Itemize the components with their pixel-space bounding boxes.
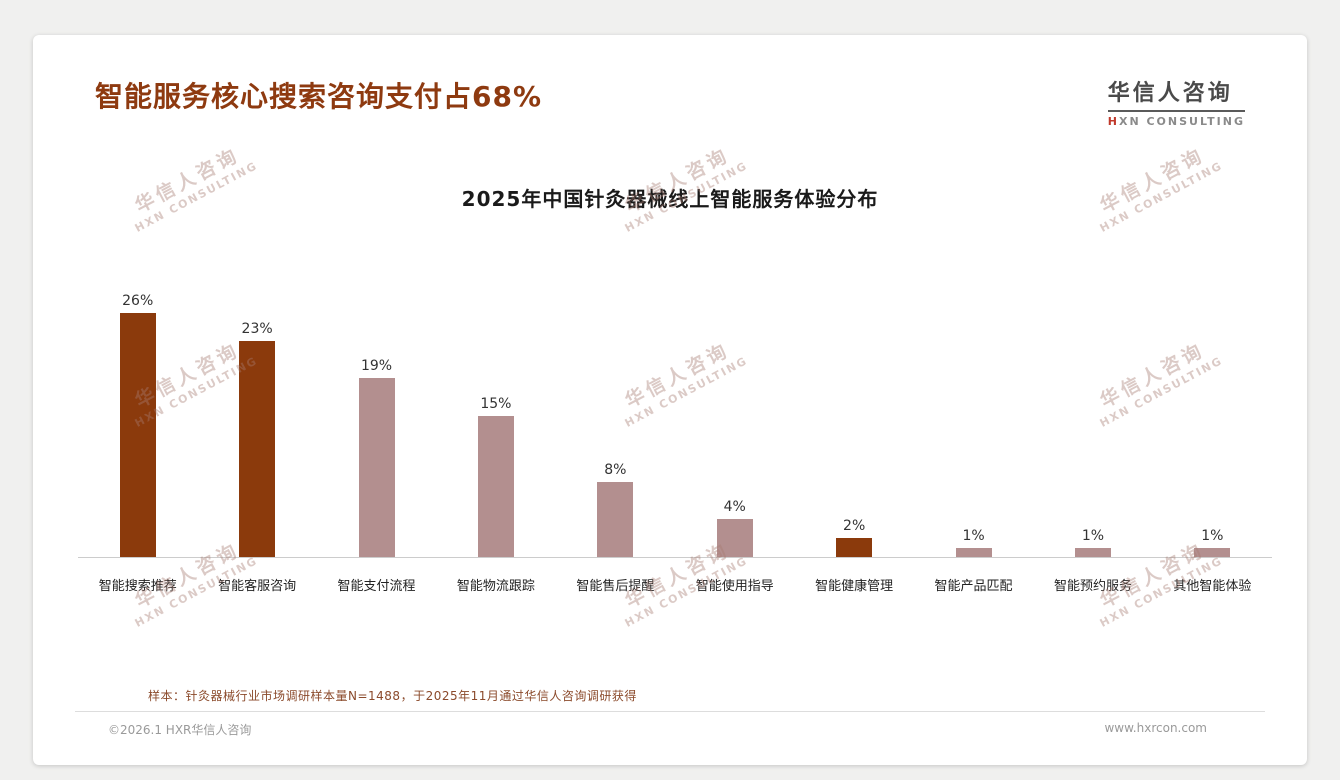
bar-column: 26% [78, 285, 197, 557]
bar-value-label: 19% [360, 358, 393, 375]
footer: ©2026.1 HXR华信人咨询 www.hxrcon.com [108, 721, 1207, 738]
slide-card: 智能服务核心搜索咨询支付占68% 华信人咨询 HXN CONSULTING 20… [33, 35, 1307, 765]
bar-value-label: 1% [1081, 527, 1105, 544]
bar-chart: 26% 23% 19% 15% 8% 4% 2% 1% 1% 1% [78, 285, 1272, 558]
category-label: 智能产品匹配 [934, 579, 1013, 594]
bar [239, 340, 276, 557]
bar-column: 15% [436, 285, 555, 557]
bar-column: 1% [1153, 285, 1272, 557]
category-label: 智能客服咨询 [218, 579, 297, 594]
page-title: 智能服务核心搜索咨询支付占68% [95, 80, 543, 113]
bar-column: 2% [794, 285, 913, 557]
category-label: 智能物流跟踪 [456, 579, 535, 594]
bar-column: 19% [317, 285, 436, 557]
logo-english-text: HXN CONSULTING [1108, 115, 1245, 128]
bar [597, 481, 634, 557]
chart-title: 2025年中国针灸器械线上智能服务体验分布 [461, 187, 879, 211]
bar [1194, 547, 1231, 557]
category-label: 智能支付流程 [337, 579, 416, 594]
category-label: 智能健康管理 [815, 579, 894, 594]
footer-copyright: ©2026.1 HXR华信人咨询 [108, 723, 252, 737]
bar-value-label: 26% [122, 292, 154, 309]
category-label: 智能预约服务 [1053, 579, 1132, 594]
company-logo: 华信人咨询 HXN CONSULTING [1107, 75, 1245, 128]
logo-english-rest: XN CONSULTING [1118, 115, 1245, 128]
footer-website: www.hxrcon.com [1104, 721, 1207, 735]
category-axis-labels: 智能搜索推荐 智能客服咨询 智能支付流程 智能物流跟踪 智能售后提醒 智能使用指导 智能健康… [78, 565, 1272, 594]
bar-value-label: 23% [241, 320, 273, 337]
bar-column: 23% [197, 285, 316, 557]
bar-value-label: 15% [480, 396, 512, 412]
category-label: 其他智能体验 [1173, 579, 1252, 594]
bar [477, 416, 514, 557]
category-label: 智能使用指导 [695, 579, 774, 594]
bar-column: 1% [914, 285, 1033, 557]
bar-value-label: 2% [843, 518, 866, 535]
bar-column: 1% [1033, 285, 1152, 557]
bar-value-label: 1% [962, 527, 985, 544]
bar [358, 378, 395, 557]
bar [119, 312, 156, 557]
category-label: 智能售后提醒 [576, 579, 655, 594]
bar-value-label: 8% [604, 461, 627, 478]
bar-column: 8% [556, 285, 675, 557]
footer-divider [75, 711, 1265, 712]
bar [955, 547, 992, 557]
bar [716, 519, 753, 557]
bar-column: 4% [675, 285, 794, 557]
bar-value-label: 4% [723, 499, 746, 516]
bar [836, 538, 873, 557]
logo-chinese-text: 华信人咨询 [1107, 75, 1245, 112]
sample-footnote: 样本：针灸器械行业市场调研样本量N=1488，于2025年11月通过华信人咨询调… [148, 689, 637, 703]
bar [1074, 547, 1111, 557]
header: 智能服务核心搜索咨询支付占68% 华信人咨询 HXN CONSULTING [95, 75, 1245, 128]
category-label: 智能搜索推荐 [98, 579, 177, 594]
logo-accent-letter: H [1107, 115, 1119, 128]
bar-value-label: 1% [1201, 527, 1224, 544]
